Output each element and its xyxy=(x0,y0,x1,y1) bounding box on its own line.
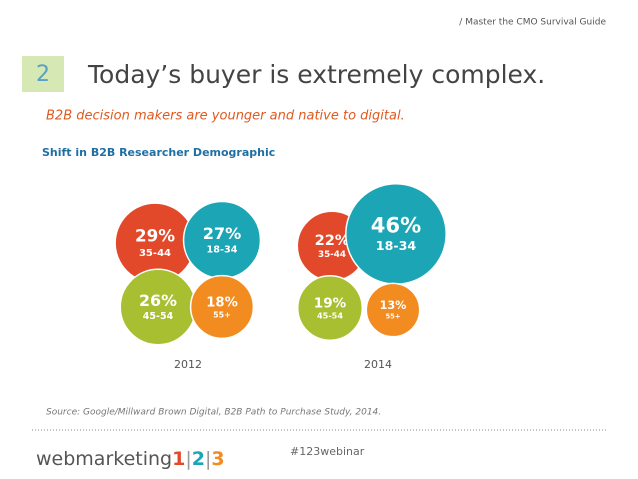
value-label: 13% xyxy=(380,299,407,312)
category-label: 35-44 xyxy=(318,250,346,260)
source: Source: Google/Millward Brown Digital, B… xyxy=(46,408,381,418)
category-label: 35-44 xyxy=(139,248,171,259)
slide-number: 2 xyxy=(36,62,50,87)
year-label: 2014 xyxy=(364,358,392,371)
logo-part: | xyxy=(185,448,191,470)
value-label: 46% xyxy=(371,213,421,238)
category-label: 45-54 xyxy=(317,311,343,321)
value-label: 22% xyxy=(315,232,350,249)
category-label: 45-54 xyxy=(143,311,174,322)
subtitle: B2B decision makers are younger and nati… xyxy=(46,109,405,124)
value-label: 29% xyxy=(135,226,175,246)
value-label: 19% xyxy=(314,295,347,311)
category-label: 18-34 xyxy=(376,238,417,253)
bubble xyxy=(189,274,255,340)
value-label: 27% xyxy=(203,224,242,243)
logo-part: | xyxy=(205,448,211,470)
category-label: 55+ xyxy=(213,310,231,319)
figure-title: Shift in B2B Researcher Demographic xyxy=(42,146,275,159)
bubble xyxy=(296,274,364,342)
hashtag: #123webinar xyxy=(290,445,365,458)
logo-text: webmarketing xyxy=(36,448,172,470)
logo-part: 1 xyxy=(172,448,185,470)
slide-title: Today’s buyer is extremely complex. xyxy=(87,60,545,89)
number-badge xyxy=(22,56,64,92)
bubble xyxy=(365,282,421,338)
category-label: 55+ xyxy=(386,313,401,321)
value-label: 18% xyxy=(206,295,238,310)
logo-part: 2 xyxy=(192,448,205,470)
value-label: 26% xyxy=(139,291,177,310)
breadcrumb: / Master the CMO Survival Guide xyxy=(459,18,606,28)
year-label: 2012 xyxy=(174,358,202,371)
logo-part: 3 xyxy=(211,448,224,470)
logo: webmarketing1|2|3 xyxy=(36,448,225,470)
category-label: 18-34 xyxy=(207,245,238,256)
